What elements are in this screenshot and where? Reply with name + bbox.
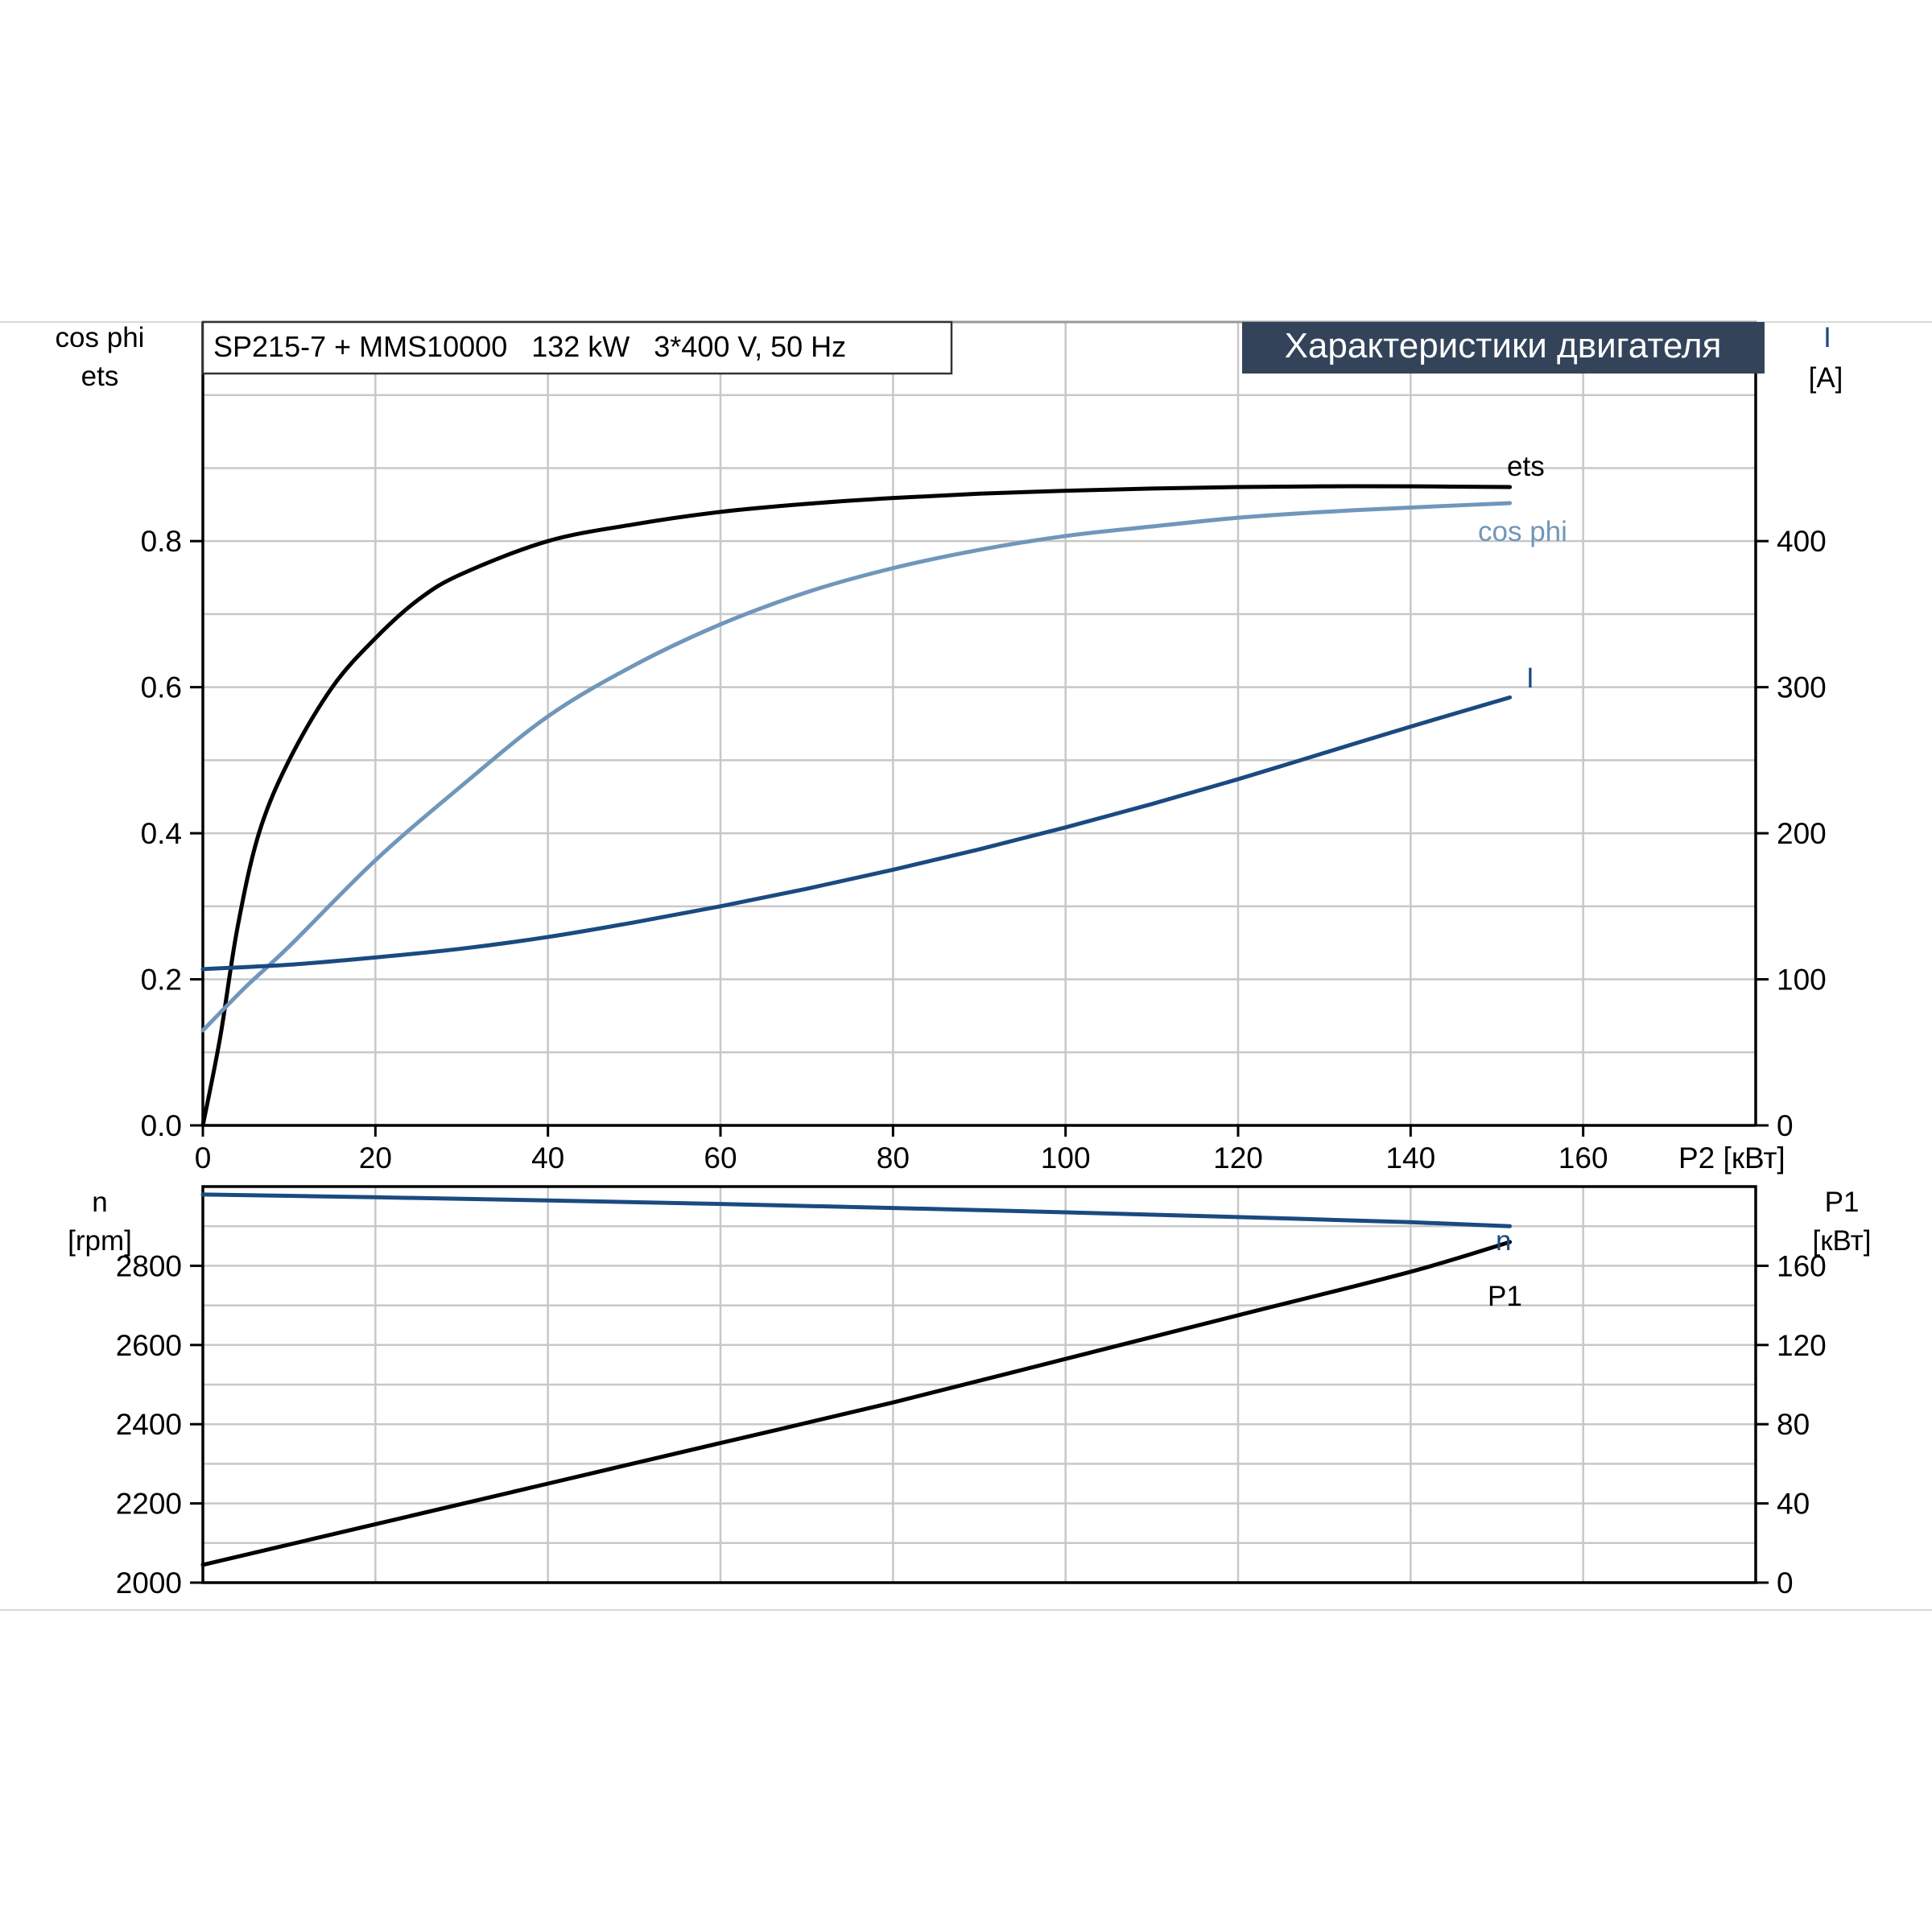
x-tick-label: 160: [1558, 1141, 1608, 1174]
right-tick-label: 40: [1777, 1488, 1810, 1521]
bottom-left-axis-label-line2: [rpm]: [68, 1225, 132, 1257]
bottom-right-axis-label-line1: P1: [1825, 1187, 1860, 1218]
left-tick-label: 2000: [116, 1567, 182, 1600]
series-label-ets: ets: [1507, 451, 1545, 482]
x-tick-label: 100: [1041, 1141, 1091, 1174]
series-label-speed: n: [1496, 1225, 1511, 1257]
top-chart-grid: [203, 322, 1756, 1125]
series-label-cos-phi: cos phi: [1478, 516, 1567, 547]
right-tick-label: 300: [1777, 671, 1827, 704]
series-label-current: I: [1526, 663, 1534, 694]
series-line-p1: [200, 1240, 1513, 1567]
right-tick-label: 200: [1777, 817, 1827, 850]
left-tick-label: 0.6: [141, 671, 182, 704]
top-left-axis-label-line2: ets: [81, 361, 119, 392]
bottom-plot-frame: [201, 1185, 1757, 1584]
x-tick-label: 80: [877, 1141, 910, 1174]
right-tick-label: 80: [1777, 1408, 1810, 1441]
left-tick-label: 0.2: [141, 964, 182, 997]
top-right-axis-label-line1: I: [1823, 322, 1831, 353]
top-plot-frame: [201, 320, 1757, 1127]
top-left-axis-label-line1: cos phi: [56, 322, 145, 353]
title-box: [1242, 322, 1765, 374]
left-tick-label: 2600: [116, 1329, 182, 1362]
x-tick-label: 60: [704, 1141, 737, 1174]
top-right-axis-label-line2: [A]: [1809, 362, 1843, 394]
series-label-p1: P1: [1488, 1281, 1522, 1312]
bottom-left-axis-label-line1: n: [92, 1187, 107, 1218]
series-line-ets: [200, 484, 1513, 1128]
left-tick-label: 0.8: [141, 525, 182, 558]
series-line-i: [200, 695, 1513, 972]
left-tick-label: 0.4: [141, 817, 182, 850]
bottom-right-axis-label-line2: [кВт]: [1813, 1225, 1872, 1257]
left-tick-label: 2400: [116, 1408, 182, 1441]
chart-title: Характеристики двигателя: [1285, 326, 1722, 365]
bottom-chart-grid: [203, 1187, 1756, 1583]
model-box: [201, 320, 953, 375]
right-tick-label: 100: [1777, 964, 1827, 997]
series-line-cos-phi: [200, 501, 1513, 1033]
x-tick-label: 0: [195, 1141, 212, 1174]
model-label: SP215-7 + MMS10000 132 kW 3*400 V, 50 Hz: [213, 330, 846, 363]
right-tick-label: 160: [1777, 1249, 1827, 1282]
left-tick-label: 0.0: [141, 1109, 182, 1142]
series-line-n: [200, 1192, 1513, 1228]
right-tick-label: 400: [1777, 525, 1827, 558]
x-tick-label: 40: [531, 1141, 564, 1174]
right-tick-label: 120: [1777, 1329, 1827, 1362]
right-tick-label: 0: [1777, 1567, 1794, 1600]
x-tick-label: 20: [359, 1141, 392, 1174]
right-tick-label: 0: [1777, 1109, 1794, 1142]
x-tick-label: 140: [1385, 1141, 1435, 1174]
x-tick-label: 120: [1213, 1141, 1263, 1174]
left-tick-label: 2800: [116, 1249, 182, 1282]
left-tick-label: 2200: [116, 1488, 182, 1521]
x-axis-label: P2 [кВт]: [1678, 1141, 1785, 1174]
